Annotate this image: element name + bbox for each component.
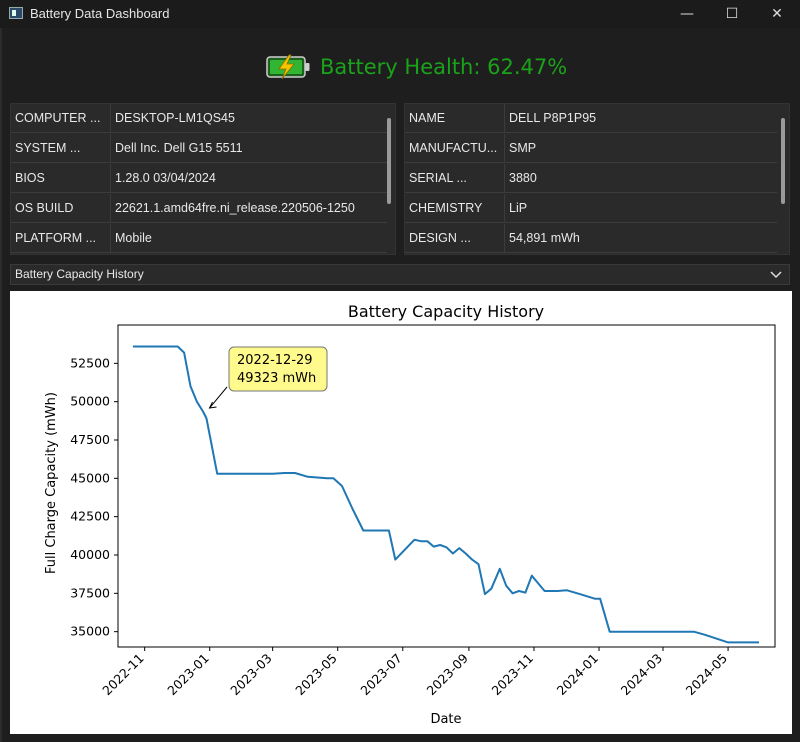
annotation-date: 2022-12-29 (237, 353, 313, 368)
x-axis-label: Date (430, 712, 461, 727)
x-tick-label: 2024-03 (618, 651, 666, 699)
row-value: Mobile (115, 231, 152, 245)
chart-title: Battery Capacity History (348, 302, 544, 321)
row-key: PLATFORM ... (11, 224, 111, 253)
y-tick-label: 40000 (70, 547, 110, 562)
row-key: OS BUILD (11, 194, 111, 223)
row-key: SERIAL ... (405, 164, 505, 193)
table-row: NAME DELL P8P1P95 (405, 104, 777, 133)
x-tick-label: 2024-01 (554, 651, 602, 699)
x-tick-label: 2023-03 (227, 651, 275, 699)
battery-health-text: Battery Health: 62.47% (320, 55, 568, 79)
y-tick-label: 42500 (70, 509, 110, 524)
capacity-series-line (132, 345, 759, 644)
table-row: SERIAL ... 3880 (405, 164, 777, 193)
row-value: DELL P8P1P95 (509, 111, 597, 125)
row-value: 54,891 mWh (509, 231, 580, 245)
x-tick-label: 2023-05 (292, 651, 340, 699)
row-value: LiP (509, 201, 528, 215)
row-key: MANUFACTU... (405, 134, 505, 163)
x-tick-label: 2023-07 (357, 651, 405, 699)
y-tick-label: 37500 (70, 585, 110, 600)
row-key: NAME (405, 104, 505, 133)
annotation-value: 49323 mWh (237, 371, 316, 386)
app-icon (9, 7, 23, 19)
y-tick-label: 50000 (70, 394, 110, 409)
dropdown-selected-label: Battery Capacity History (15, 267, 144, 281)
battery-info-table: NAME DELL P8P1P95 MANUFACTU... SMP SERIA… (404, 103, 790, 255)
row-value: DESKTOP-LM1QS45 (115, 111, 235, 125)
window-border (0, 28, 2, 742)
row-value: 3880 (509, 171, 537, 185)
row-key: BIOS (11, 164, 111, 193)
annotation-arrow (209, 386, 228, 409)
row-key: COMPUTER ... (11, 104, 111, 133)
x-tick-label: 2024-05 (683, 651, 731, 699)
x-tick-label: 2023-01 (164, 651, 212, 699)
table-row: CHEMISTRY LiP (405, 194, 777, 223)
row-key: DESIGN ... (405, 224, 505, 253)
x-tick-label: 2023-09 (423, 650, 471, 698)
battery-capacity-chart: Battery Capacity History Date Full Charg… (44, 302, 776, 727)
x-tick-label: 2022-11 (99, 651, 147, 699)
row-key: CHEMISTRY (405, 194, 505, 223)
system-info-table: COMPUTER ... DESKTOP-LM1QS45 SYSTEM ... … (10, 103, 396, 255)
y-tick-label: 35000 (70, 624, 110, 639)
table-row: COMPUTER ... DESKTOP-LM1QS45 (11, 104, 387, 133)
plot-frame (117, 324, 776, 648)
annotation-box (228, 346, 328, 392)
title-bar: Battery Data Dashboard — ☐ ✕ (0, 0, 800, 28)
y-tick-label: 45000 (70, 470, 110, 485)
y-tick-label: 52500 (70, 355, 110, 370)
annotation-arrowhead (208, 401, 217, 409)
table-row: PLATFORM ... Mobile (11, 224, 387, 253)
close-button[interactable]: ✕ (771, 6, 783, 22)
table-row: BIOS 1.28.0 03/04/2024 (11, 164, 387, 193)
window-title: Battery Data Dashboard (30, 6, 170, 21)
row-value: 1.28.0 03/04/2024 (115, 171, 216, 185)
row-value: SMP (509, 141, 537, 155)
maximize-button[interactable]: ☐ (725, 6, 739, 22)
table-row: OS BUILD 22621.1.amd64fre.ni_release.220… (11, 194, 387, 223)
scrollbar-thumb[interactable] (387, 118, 391, 204)
chart-area: Battery Capacity History Date Full Charg… (10, 291, 792, 734)
table-row: MANUFACTU... SMP (405, 134, 777, 163)
y-tick-label: 47500 (70, 432, 110, 447)
battery-charging-icon (266, 54, 310, 80)
y-axis-label: Full Charge Capacity (mWh) (44, 392, 59, 574)
row-value: 22621.1.amd64fre.ni_release.220506-1250 (115, 201, 355, 215)
chart-select-dropdown[interactable]: Battery Capacity History (10, 264, 790, 285)
row-key: SYSTEM ... (11, 134, 111, 163)
chevron-down-icon (770, 271, 782, 279)
table-row: SYSTEM ... Dell Inc. Dell G15 5511 (11, 134, 387, 163)
table-row: DESIGN ... 54,891 mWh (405, 224, 777, 253)
scrollbar-thumb[interactable] (781, 118, 785, 204)
minimize-button[interactable]: — (680, 6, 694, 22)
x-tick-label: 2023-11 (489, 651, 537, 699)
row-value: Dell Inc. Dell G15 5511 (115, 141, 243, 155)
